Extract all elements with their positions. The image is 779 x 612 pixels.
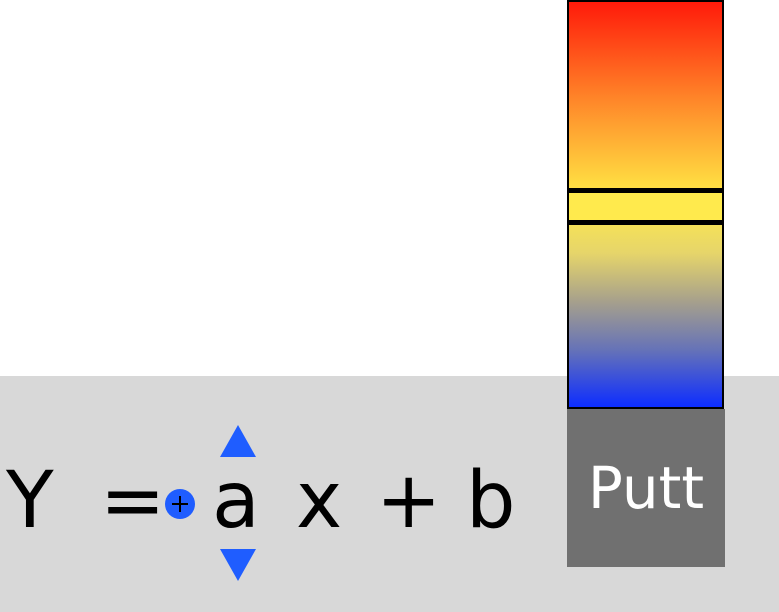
equation-operator: +: [376, 456, 442, 546]
equation-lhs: Y: [6, 456, 54, 546]
equation-variable: x: [296, 456, 343, 546]
equation-equals-sign: =: [100, 456, 166, 546]
power-meter[interactable]: [567, 0, 724, 409]
equation-constant[interactable]: b: [466, 456, 516, 546]
power-meter-target-zone: [569, 188, 722, 225]
equation-coefficient[interactable]: a: [212, 456, 260, 546]
putt-button[interactable]: Putt: [567, 409, 725, 567]
